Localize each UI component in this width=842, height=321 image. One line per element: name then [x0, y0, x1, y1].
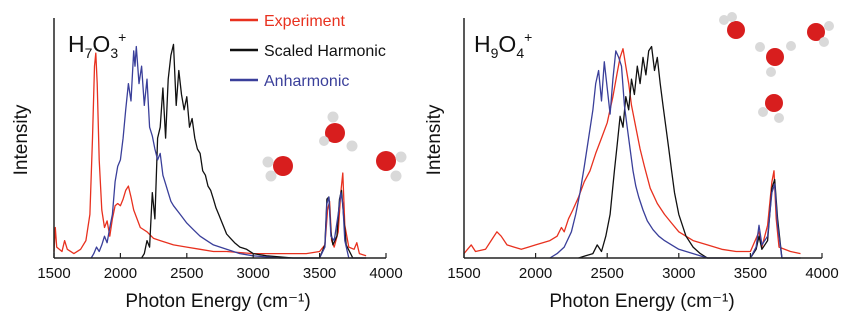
legend-label-scaled-harmonic: Scaled Harmonic — [264, 43, 386, 60]
hydrogen-atom — [824, 21, 834, 31]
hydrogen-atom — [727, 12, 737, 22]
hydrogen-atom — [819, 37, 829, 47]
x-axis-label: Photon Energy (cm⁻¹) — [125, 291, 310, 312]
chart-right: 1500 2000 2500 3000 3500 4000 H9O4+ Photon En… — [424, 12, 839, 312]
x-tick-label: 2000 — [104, 265, 137, 282]
hydrogen-atom — [319, 136, 329, 146]
hydrogen-atom — [774, 113, 784, 123]
oxygen-atom — [766, 48, 784, 66]
x-tick-label: 2500 — [170, 265, 203, 282]
oxygen-atom — [376, 151, 396, 171]
legend-label-experiment: Experiment — [264, 13, 345, 30]
molecule-h7o3 — [262, 111, 407, 182]
hydrogen-atom — [262, 156, 274, 168]
chart-left: 1500 2000 2500 3000 3500 4000 H7O3+ Experimen… — [11, 13, 407, 312]
x-tick-label: 3000 — [662, 265, 695, 282]
oxygen-atom — [273, 156, 293, 176]
x-axis-label: Photon Energy (cm⁻¹) — [549, 291, 734, 312]
hydrogen-atom — [327, 111, 339, 123]
x-tick-label: 3500 — [303, 265, 336, 282]
x-tick-label: 4000 — [369, 265, 402, 282]
hydrogen-atom — [265, 170, 277, 182]
series-line-experiment — [53, 52, 367, 257]
hydrogen-atom — [390, 170, 402, 182]
x-tick-label: 2000 — [519, 265, 552, 282]
chart-title: H7O3+ — [68, 29, 126, 61]
chart-title: H9O4+ — [474, 29, 532, 61]
x-tick-label: 3500 — [734, 265, 767, 282]
hydrogen-atom — [719, 15, 729, 25]
oxygen-atom — [807, 23, 825, 41]
legend: Experiment Scaled Harmonic Anharmonic — [230, 13, 386, 90]
hydrogen-atom — [758, 107, 768, 117]
molecule-h9o4 — [719, 12, 834, 123]
hydrogen-atom — [786, 41, 796, 51]
series-line-anharmonic — [90, 45, 367, 259]
x-ticks: 1500 2000 2500 3000 3500 4000 — [37, 253, 403, 282]
oxygen-atom — [325, 123, 345, 143]
oxygen-atom — [765, 94, 783, 112]
hydrogen-atom — [346, 140, 358, 152]
x-tick-label: 4000 — [805, 265, 838, 282]
x-tick-label: 2500 — [591, 265, 624, 282]
series-line-anharmonic — [549, 50, 801, 259]
legend-label-anharmonic: Anharmonic — [264, 73, 349, 90]
series-line-experiment — [463, 48, 801, 255]
y-axis-label: Intensity — [11, 104, 32, 175]
hydrogen-atom — [395, 151, 407, 163]
x-tick-label: 1500 — [447, 265, 480, 282]
x-tick-label: 1500 — [37, 265, 70, 282]
plot-lines — [463, 45, 801, 259]
x-ticks: 1500 2000 2500 3000 3500 4000 — [447, 253, 839, 282]
y-axis-label: Intensity — [424, 104, 445, 175]
plot-lines — [53, 43, 367, 259]
x-tick-label: 3000 — [237, 265, 270, 282]
hydrogen-atom — [755, 42, 765, 52]
hydrogen-atom — [766, 67, 776, 77]
oxygen-atom — [727, 21, 745, 39]
series-line-scaled-harmonic — [578, 45, 801, 259]
